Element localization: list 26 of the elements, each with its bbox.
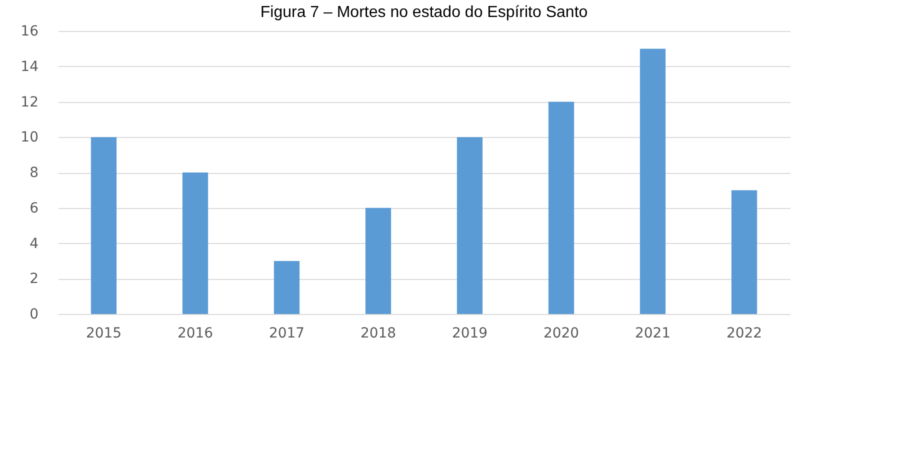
x-tick-label: 2021: [634, 326, 671, 342]
x-tick-label: 2019: [452, 326, 488, 342]
bar: [731, 190, 758, 314]
bar: [640, 48, 666, 314]
x-tick-label: 2015: [86, 326, 122, 342]
y-tick-label: 4: [30, 236, 39, 252]
y-tick-label: 0: [30, 306, 38, 322]
chart-title: Figura 7 – Mortes no estado do Espírito Santo: [260, 4, 588, 21]
bar: [365, 208, 392, 314]
y-tick-label: 14: [20, 58, 39, 75]
y-tick-label: 10: [20, 130, 38, 146]
bar: [90, 137, 117, 314]
x-tick-label: 2017: [268, 326, 305, 342]
x-tick-label: 2018: [360, 326, 396, 342]
x-tick-label: 2020: [543, 326, 580, 342]
bar: [456, 137, 483, 314]
y-tick-label: 16: [20, 24, 39, 40]
bar: [182, 172, 208, 314]
y-tick-label: 6: [30, 200, 39, 216]
x-tick-label: 2022: [726, 326, 762, 342]
x-tick-label: 2016: [177, 326, 214, 342]
y-tick-label: 12: [20, 94, 38, 110]
bar: [548, 102, 574, 314]
y-tick-label: 8: [30, 165, 38, 181]
y-tick-label: 2: [30, 271, 38, 288]
bar: [274, 260, 300, 314]
